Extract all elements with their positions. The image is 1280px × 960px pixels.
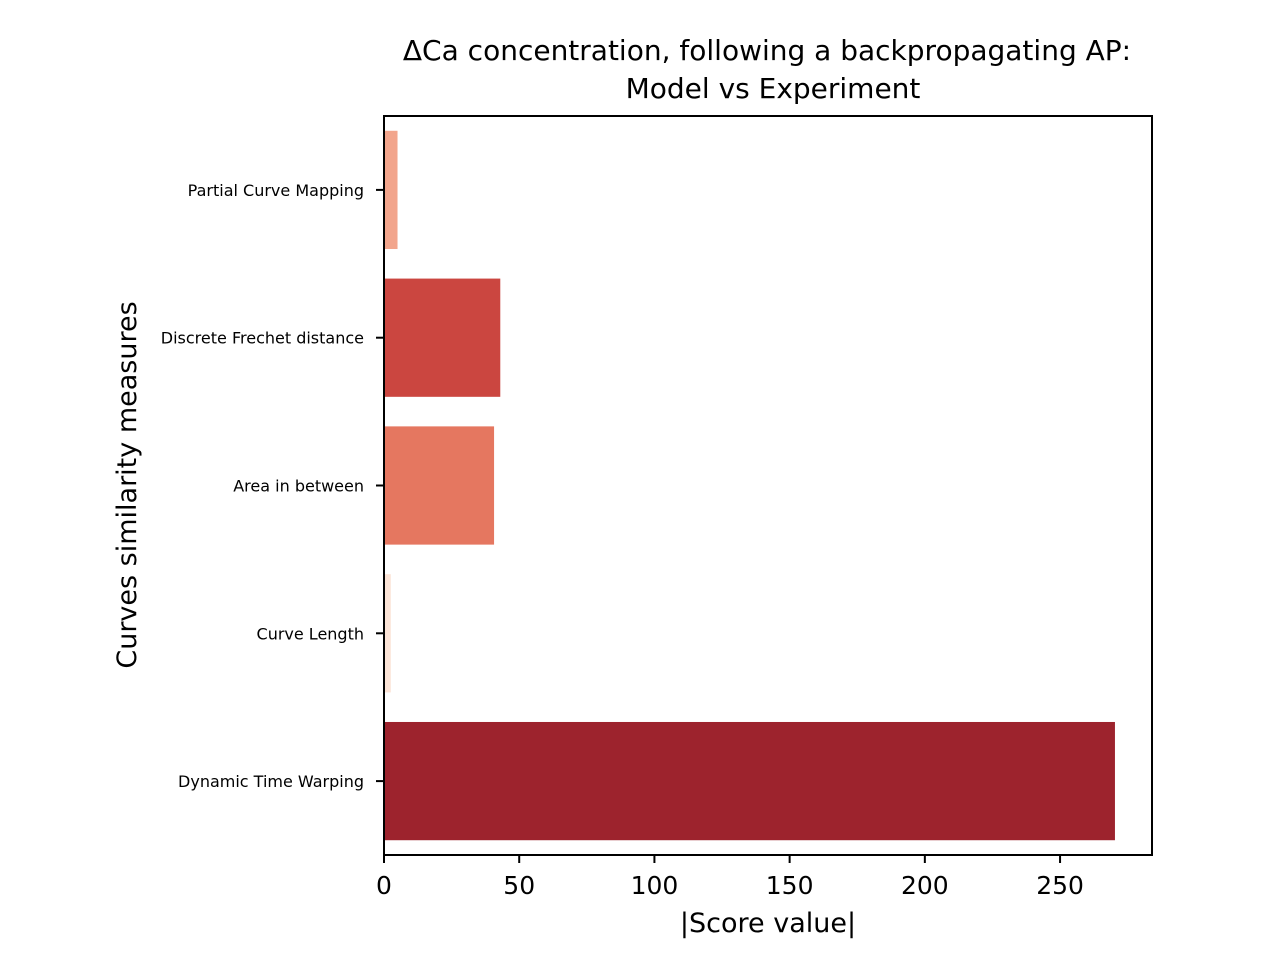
x-axis-label: |Score value| bbox=[680, 908, 856, 939]
x-tick-label: 250 bbox=[1036, 871, 1084, 900]
y-tick-label: Dynamic Time Warping bbox=[178, 772, 364, 791]
chart-title-line-1: ΔCa concentration, following a backpropa… bbox=[403, 34, 1131, 67]
y-tick-label: Curve Length bbox=[257, 624, 364, 643]
y-axis: Partial Curve Mapping Discrete Frechet di… bbox=[161, 181, 384, 791]
y-axis-label: Curves similarity measures bbox=[112, 301, 143, 668]
y-tick-label: Partial Curve Mapping bbox=[188, 181, 364, 200]
bar-discrete-frechet-distance bbox=[384, 278, 501, 397]
x-axis: 0 50 100 150 200 250 bbox=[376, 855, 1084, 900]
x-tick-label: 0 bbox=[376, 871, 392, 900]
y-tick-label: Area in between bbox=[233, 477, 364, 496]
bar-partial-curve-mapping bbox=[384, 130, 398, 250]
x-tick-label: 150 bbox=[766, 871, 814, 900]
chart-title-line-2: Model vs Experiment bbox=[626, 72, 921, 105]
bar-area-in-between bbox=[384, 426, 495, 545]
bars bbox=[384, 130, 1115, 841]
y-tick-label: Discrete Frechet distance bbox=[161, 329, 364, 348]
x-tick-label: 50 bbox=[503, 871, 535, 900]
x-tick-label: 100 bbox=[631, 871, 679, 900]
bar-curve-length bbox=[384, 574, 391, 693]
x-tick-label: 200 bbox=[901, 871, 949, 900]
bar-dynamic-time-warping bbox=[384, 721, 1115, 841]
chart-title: ΔCa concentration, following a backpropa… bbox=[403, 34, 1131, 105]
